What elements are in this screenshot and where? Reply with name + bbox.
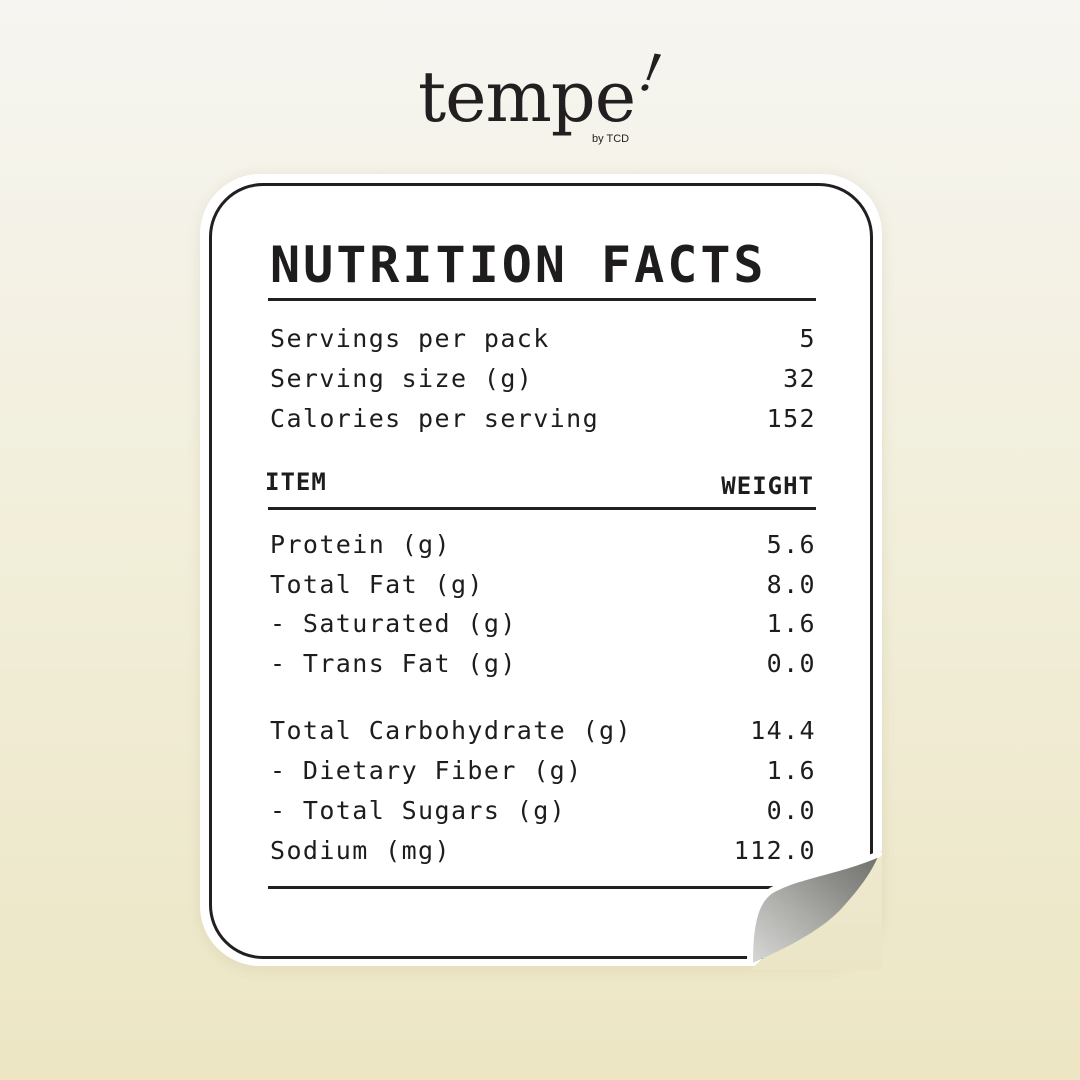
nutrient-row-total-sugars: - Total Sugars (g) 0.0 [270,793,816,827]
nutrient-label: - Dietary Fiber (g) [270,755,583,785]
nutrient-value: 14.4 [750,715,816,745]
summary-row-serving-size: Serving size (g) 32 [270,361,816,395]
nutrient-label: Total Carbohydrate (g) [270,715,632,745]
bottom-divider [268,886,816,889]
nutrient-label: Total Fat (g) [270,569,484,599]
summary-label: Servings per pack [270,323,550,353]
summary-value: 5 [799,323,816,353]
brand-logo: tempe ! by TCD [0,42,1080,158]
nutrient-row-dietary-fiber: - Dietary Fiber (g) 1.6 [270,753,816,787]
peel-corner-icon [747,850,882,970]
nutrient-value: 112.0 [733,835,816,865]
nutrient-value: 8.0 [766,569,816,599]
label-title: NUTRITION FACTS [270,236,767,294]
nutrient-label: - Total Sugars (g) [270,795,567,825]
brand-mark: ! [634,42,666,106]
nutrient-row-saturated: - Saturated (g) 1.6 [270,606,816,640]
nutrient-value: 1.6 [766,608,816,638]
column-header-weight: WEIGHT [721,472,814,500]
summary-label: Calories per serving [270,403,600,433]
brand-name: tempe [418,56,636,138]
nutrient-label: - Trans Fat (g) [270,648,517,678]
nutrient-label: Protein (g) [270,529,451,559]
nutrient-label: Sodium (mg) [270,835,451,865]
summary-value: 32 [783,363,816,393]
nutrient-label: - Saturated (g) [270,608,517,638]
nutrient-row-sodium: Sodium (mg) 112.0 [270,833,816,867]
nutrition-label-card [209,183,873,959]
nutrient-value: 0.0 [766,795,816,825]
column-header-item: ITEM [265,468,327,496]
summary-value: 152 [766,403,816,433]
nutrient-row-carbohydrate: Total Carbohydrate (g) 14.4 [270,713,816,747]
summary-label: Serving size (g) [270,363,534,393]
nutrient-value: 0.0 [766,648,816,678]
nutrient-value: 1.6 [766,755,816,785]
title-divider [268,298,816,301]
summary-row-servings: Servings per pack 5 [270,321,816,355]
nutrient-row-trans-fat: - Trans Fat (g) 0.0 [270,646,816,680]
summary-row-calories: Calories per serving 152 [270,401,816,435]
nutrient-row-protein: Protein (g) 5.6 [270,527,816,561]
nutrient-value: 5.6 [766,529,816,559]
header-divider [268,507,816,510]
nutrient-row-total-fat: Total Fat (g) 8.0 [270,567,816,601]
brand-byline: by TCD [592,133,630,145]
